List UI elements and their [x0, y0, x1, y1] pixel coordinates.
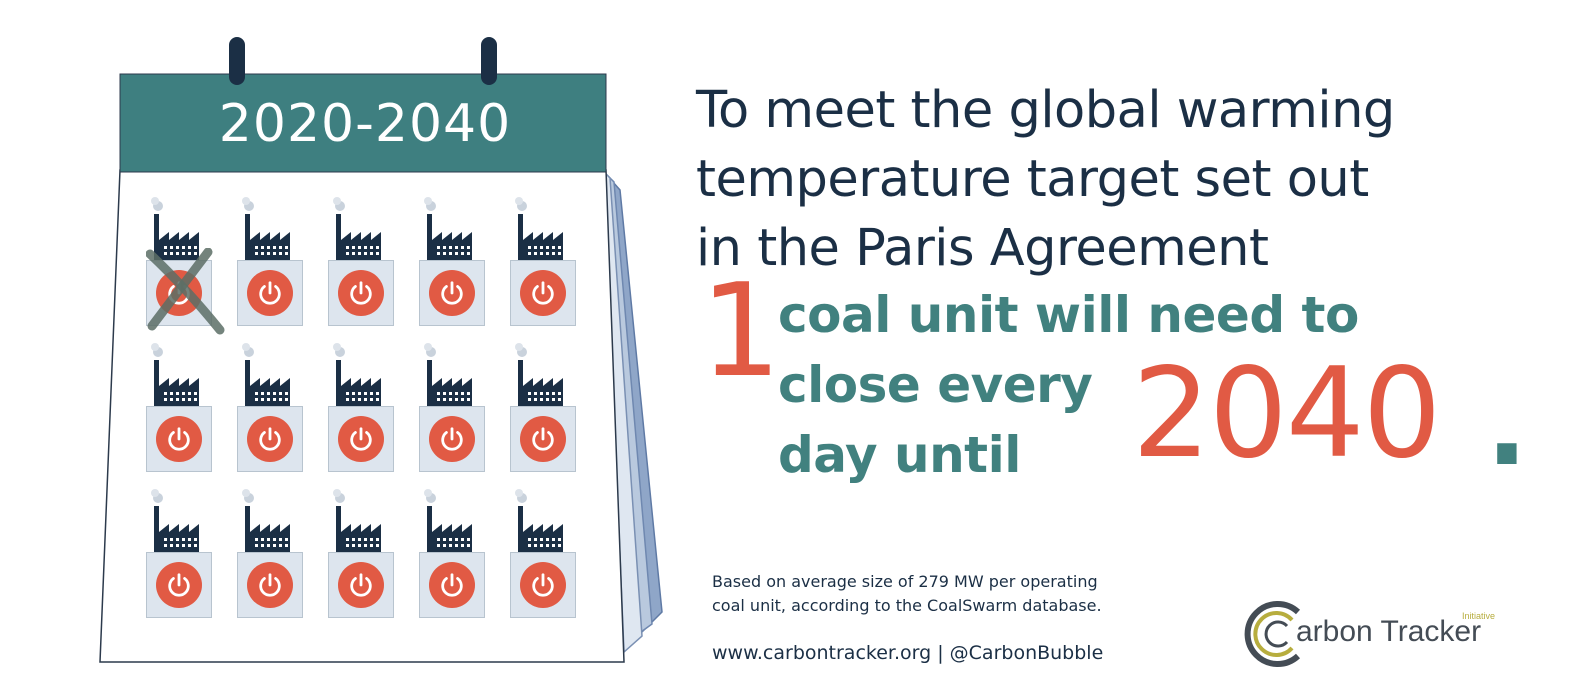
headline: To meet the global warming temperature t… — [696, 76, 1496, 283]
stat-number: 1 — [700, 257, 782, 406]
calendar-day-tile — [419, 342, 485, 472]
calendar-day-tile — [237, 196, 303, 326]
power-icon — [429, 270, 475, 316]
power-button-box — [146, 552, 212, 618]
power-button-box — [237, 260, 303, 326]
factory-icon — [328, 196, 394, 262]
calendar-day-tile — [510, 488, 576, 618]
power-button-box — [237, 406, 303, 472]
calendar-day-tile — [146, 342, 212, 472]
power-button-box — [146, 406, 212, 472]
calendar-day-tile — [419, 196, 485, 326]
calendar-day-tile — [510, 196, 576, 326]
calendar-day-tile — [510, 342, 576, 472]
factory-icon — [419, 488, 485, 554]
calendar-day-tile — [237, 342, 303, 472]
power-button-box — [510, 406, 576, 472]
power-icon — [520, 270, 566, 316]
power-button-box — [328, 552, 394, 618]
power-icon — [520, 416, 566, 462]
power-icon — [156, 416, 202, 462]
power-button-box — [328, 260, 394, 326]
factory-icon — [146, 488, 212, 554]
stat-line: coal unit will need to — [778, 286, 1359, 344]
power-icon — [429, 562, 475, 608]
calendar-illustration: 2020-2040 — [0, 0, 700, 700]
power-icon — [429, 416, 475, 462]
power-button-box — [419, 406, 485, 472]
factory-icon — [510, 488, 576, 554]
stat-line: day until — [778, 426, 1021, 484]
calendar-day-tile — [328, 196, 394, 326]
power-icon — [247, 416, 293, 462]
power-button-box — [419, 260, 485, 326]
factory-icon — [237, 488, 303, 554]
power-icon — [156, 562, 202, 608]
power-button-box — [510, 260, 576, 326]
carbon-tracker-c-logo-icon — [1244, 601, 1301, 667]
calendar-day-tile — [146, 488, 212, 618]
stat-period: . — [1486, 362, 1528, 490]
factory-icon — [510, 342, 576, 408]
logo-subtitle: Initiative — [1462, 611, 1496, 621]
factory-icon — [510, 196, 576, 262]
calendar-day-tile — [328, 488, 394, 618]
headline-line: temperature target set out — [696, 150, 1369, 209]
power-button-box — [328, 406, 394, 472]
factory-icon — [237, 342, 303, 408]
footnote-line: coal unit, according to the CoalSwarm da… — [712, 596, 1102, 615]
cross-mark-icon — [146, 248, 225, 335]
factory-icon — [328, 488, 394, 554]
factory-icon — [146, 196, 212, 262]
power-icon — [338, 270, 384, 316]
factory-icon — [237, 196, 303, 262]
factory-icon — [146, 342, 212, 408]
footnote-line: Based on average size of 279 MW per oper… — [712, 572, 1098, 591]
power-button-box — [419, 552, 485, 618]
factory-icon — [419, 342, 485, 408]
footnote: Based on average size of 279 MW per oper… — [712, 570, 1102, 618]
power-button-box — [510, 552, 576, 618]
power-icon — [338, 416, 384, 462]
power-icon — [247, 270, 293, 316]
calendar-year-range: 2020-2040 — [218, 94, 512, 154]
calendar-day-tile — [419, 488, 485, 618]
stat-text: coal unit will need to close every day u… — [778, 280, 1359, 490]
power-icon — [520, 562, 566, 608]
stat-line: close every — [778, 356, 1093, 414]
factory-icon — [328, 342, 394, 408]
website-and-handle[interactable]: www.carbontracker.org | @CarbonBubble — [712, 642, 1104, 664]
logo-wordmark: arbon Tracker — [1296, 615, 1482, 648]
calendar-day-tile — [328, 342, 394, 472]
calendar-day-tile — [237, 488, 303, 618]
headline-line: in the Paris Agreement — [696, 219, 1269, 278]
stat-year: 2040 — [1132, 342, 1442, 486]
power-button-box — [237, 552, 303, 618]
factory-icon — [419, 196, 485, 262]
power-icon — [338, 562, 384, 608]
power-icon — [247, 562, 293, 608]
headline-line: To meet the global warming — [696, 81, 1395, 140]
